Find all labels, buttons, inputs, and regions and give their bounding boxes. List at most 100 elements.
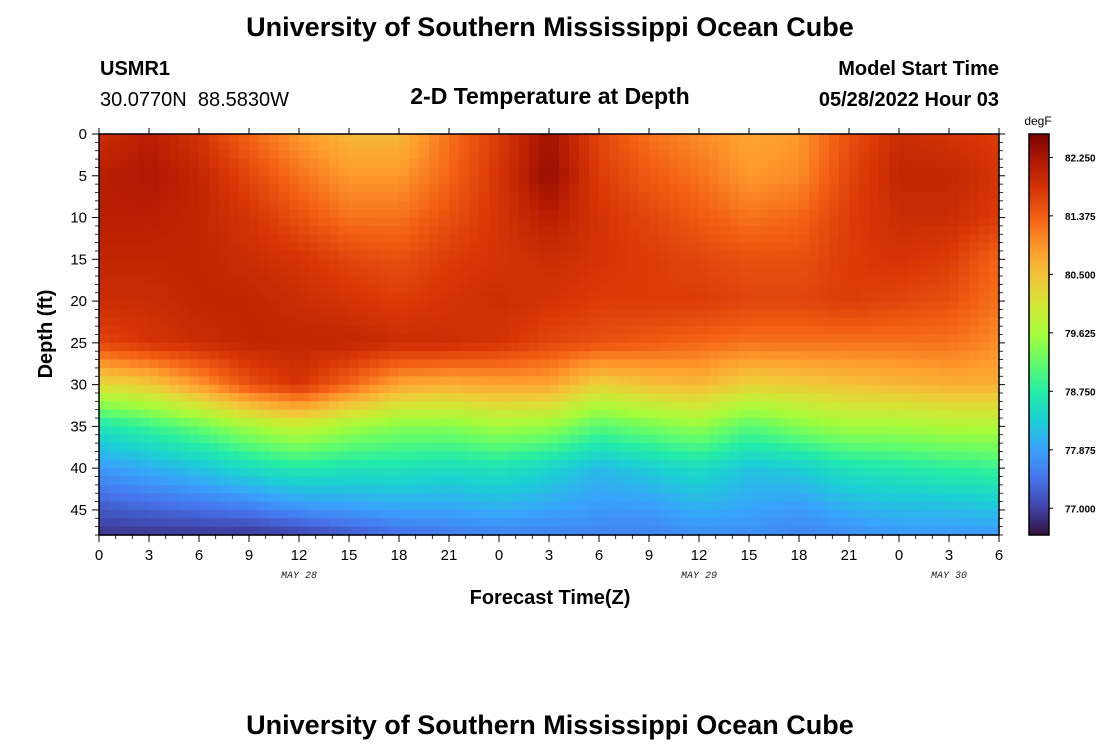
heatmap-cell	[569, 217, 580, 227]
heatmap-cell	[689, 134, 700, 143]
heatmap-cell	[429, 317, 440, 327]
heatmap-cell	[929, 259, 940, 269]
heatmap-cell	[239, 225, 250, 235]
heatmap-cell	[309, 267, 320, 277]
heatmap-cell	[199, 259, 210, 269]
heatmap-cell	[649, 225, 660, 235]
heatmap-cell	[319, 234, 330, 244]
colorbar-tick-label: 82.250	[1065, 153, 1096, 164]
heatmap-cell	[719, 159, 730, 169]
heatmap-cell	[759, 292, 770, 302]
heatmap-cell	[659, 376, 670, 386]
heatmap-cell	[349, 200, 360, 210]
heatmap-cell	[409, 175, 420, 185]
heatmap-cell	[199, 434, 210, 444]
heatmap-cell	[589, 418, 600, 427]
heatmap-cell	[489, 317, 500, 327]
heatmap-cell	[379, 250, 390, 260]
heatmap-cell	[729, 209, 740, 219]
heatmap-cell	[209, 200, 220, 210]
heatmap-cell	[699, 225, 710, 235]
heatmap-cell	[329, 301, 340, 311]
heatmap-cell	[289, 175, 300, 185]
heatmap-cell	[209, 443, 220, 453]
heatmap-cells	[99, 134, 1000, 536]
heatmap-cell	[779, 384, 790, 394]
heatmap-cell	[439, 401, 450, 411]
heatmap-cell	[949, 159, 960, 169]
heatmap-cell	[699, 234, 710, 244]
heatmap-cell	[819, 509, 830, 519]
heatmap-cell	[419, 351, 430, 361]
heatmap-cell	[279, 242, 290, 252]
heatmap-cell	[289, 267, 300, 277]
heatmap-cell	[609, 242, 620, 252]
heatmap-cell	[949, 401, 960, 411]
heatmap-cell	[389, 217, 400, 227]
heatmap-cell	[799, 217, 810, 227]
heatmap-cell	[609, 326, 620, 336]
heatmap-cell	[799, 242, 810, 252]
heatmap-cell	[869, 184, 880, 194]
heatmap-cell	[939, 359, 950, 369]
heatmap-cell	[199, 142, 210, 152]
heatmap-cell	[579, 267, 590, 277]
heatmap-cell	[369, 259, 380, 269]
heatmap-cell	[589, 284, 600, 294]
heatmap-cell	[329, 418, 340, 427]
heatmap-cell	[339, 526, 350, 536]
heatmap-cell	[349, 434, 360, 444]
heatmap-cell	[969, 501, 980, 511]
heatmap-cell	[449, 225, 460, 235]
heatmap-cell	[689, 401, 700, 411]
heatmap-cell	[949, 526, 960, 536]
heatmap-cell	[979, 217, 990, 227]
heatmap-cell	[239, 401, 250, 411]
heatmap-cell	[589, 292, 600, 302]
heatmap-cell	[219, 451, 230, 461]
heatmap-cell	[139, 242, 150, 252]
heatmap-cell	[469, 484, 480, 494]
heatmap-cell	[539, 301, 550, 311]
heatmap-cell	[169, 334, 180, 344]
heatmap-cell	[829, 509, 840, 519]
heatmap-cell	[469, 292, 480, 302]
heatmap-cell	[769, 384, 780, 394]
heatmap-cell	[619, 292, 630, 302]
heatmap-cell	[169, 267, 180, 277]
heatmap-cell	[879, 418, 890, 427]
heatmap-cell	[649, 434, 660, 444]
heatmap-cell	[689, 150, 700, 160]
heatmap-cell	[809, 342, 820, 352]
heatmap-cell	[709, 242, 720, 252]
heatmap-cell	[549, 217, 560, 227]
heatmap-cell	[869, 359, 880, 369]
heatmap-cell	[969, 301, 980, 311]
heatmap-cell	[709, 159, 720, 169]
heatmap-cell	[409, 376, 420, 386]
heatmap-cell	[229, 259, 240, 269]
heatmap-cell	[969, 250, 980, 260]
heatmap-cell	[829, 234, 840, 244]
heatmap-cell	[229, 342, 240, 352]
heatmap-cell	[689, 242, 700, 252]
heatmap-cell	[849, 292, 860, 302]
heatmap-cell	[689, 167, 700, 177]
heatmap-cell	[319, 518, 330, 528]
heatmap-cell	[299, 509, 310, 519]
heatmap-cell	[709, 267, 720, 277]
heatmap-cell	[519, 518, 530, 528]
heatmap-cell	[879, 167, 890, 177]
heatmap-cell	[879, 459, 890, 469]
heatmap-cell	[899, 501, 910, 511]
heatmap-cell	[119, 443, 130, 453]
heatmap-cell	[499, 142, 510, 152]
heatmap-cell	[989, 359, 1000, 369]
heatmap-cell	[409, 267, 420, 277]
heatmap-cell	[169, 284, 180, 294]
heatmap-cell	[779, 326, 790, 336]
heatmap-cell	[539, 392, 550, 402]
heatmap-cell	[299, 526, 310, 536]
heatmap-cell	[639, 509, 650, 519]
heatmap-cell	[639, 267, 650, 277]
